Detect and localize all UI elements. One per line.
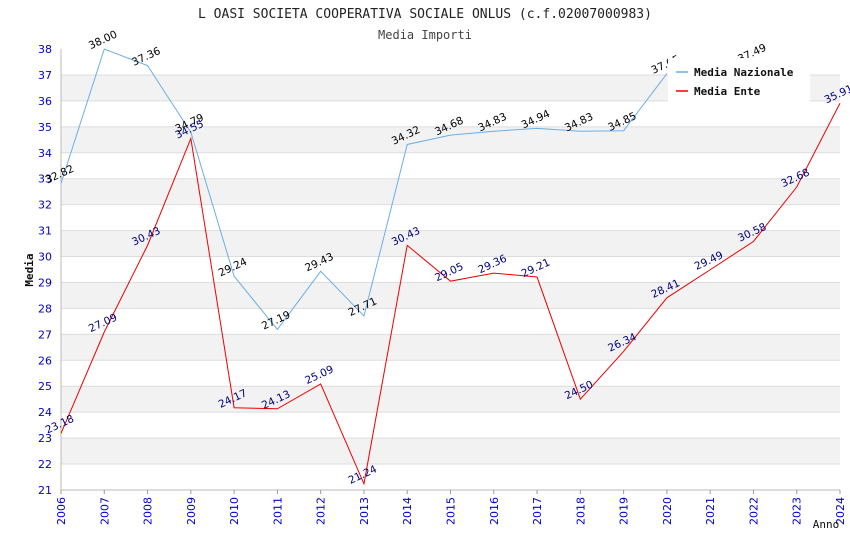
- grid-band: [61, 386, 840, 413]
- x-tick-label: 2012: [315, 497, 328, 525]
- x-tick-label: 2021: [704, 497, 717, 525]
- grid-band: [61, 360, 840, 387]
- grid-band: [61, 308, 840, 335]
- grid-band: [61, 230, 840, 257]
- series-line-media-nazionale: [60, 48, 668, 331]
- x-tick-label: 2011: [271, 497, 284, 525]
- y-tick-label: 35: [38, 121, 52, 134]
- y-tick-label: 25: [38, 380, 52, 393]
- grid-band: [61, 438, 840, 465]
- x-tick-label: 2013: [358, 497, 371, 525]
- grid-band: [61, 152, 840, 179]
- y-tick-label: 32: [38, 199, 52, 212]
- grid-band: [61, 464, 840, 490]
- x-tick-label: 2016: [488, 497, 501, 525]
- x-tick-label: 2009: [185, 497, 198, 525]
- x-axis-title: Anno: [813, 518, 840, 531]
- y-axis-title: Media: [23, 253, 36, 286]
- legend-background: [668, 58, 810, 102]
- chart-title: L OASI SOCIETA COOPERATIVA SOCIALE ONLUS…: [198, 7, 652, 22]
- x-tick-label: 2006: [55, 497, 68, 525]
- y-tick-label: 36: [38, 95, 52, 108]
- y-tick-label: 33: [38, 173, 52, 186]
- grid-band: [61, 282, 840, 309]
- y-tick-label: 27: [38, 328, 52, 341]
- legend-label: Media Ente: [694, 85, 761, 98]
- y-tick-label: 38: [38, 43, 52, 56]
- y-tick-label: 31: [38, 225, 52, 238]
- grid-band: [61, 204, 840, 231]
- y-tick-label: 28: [38, 302, 52, 315]
- y-tick-label: 23: [38, 432, 52, 445]
- data-label: 38.00: [87, 28, 119, 52]
- x-tick-label: 2022: [747, 497, 760, 525]
- x-tick-label: 2020: [661, 497, 674, 525]
- axes: 21 22 23 24 25 26 27 28 29 30 31 32 33 34 35 36 37 38 2006…: [38, 43, 847, 525]
- x-tick-label: 2015: [445, 497, 458, 525]
- x-tick-label: 2007: [98, 497, 111, 525]
- y-tick-label: 26: [38, 354, 52, 367]
- y-tick-label: 30: [38, 251, 52, 264]
- y-tick-label: 37: [38, 69, 52, 82]
- grid-band: [61, 100, 840, 127]
- x-tick-label: 2010: [228, 497, 241, 525]
- legend: Media Nazionale Media Ente: [668, 58, 810, 102]
- grid-bands: [61, 49, 840, 491]
- y-tick-label: 24: [38, 406, 52, 419]
- x-tick-label: 2019: [618, 497, 631, 525]
- chart-subtitle: Media Importi: [378, 28, 472, 42]
- x-tick-label: 2018: [574, 497, 587, 525]
- y-tick-label: 21: [38, 484, 52, 497]
- x-tick-label: 2014: [401, 497, 414, 525]
- y-tick-label: 22: [38, 458, 52, 471]
- grid-band: [61, 334, 840, 361]
- grid-band: [61, 412, 840, 439]
- legend-label: Media Nazionale: [694, 66, 794, 79]
- x-tick-label: 2008: [142, 497, 155, 525]
- y-tick-label: 34: [38, 147, 52, 160]
- series-lines: [60, 48, 841, 486]
- y-tick-label: 29: [38, 276, 52, 289]
- grid-band: [61, 178, 840, 205]
- x-tick-label: 2024: [834, 497, 847, 525]
- x-tick-label: 2017: [531, 497, 544, 525]
- series-line-media-ente: [60, 102, 841, 486]
- x-tick-label: 2023: [791, 497, 804, 525]
